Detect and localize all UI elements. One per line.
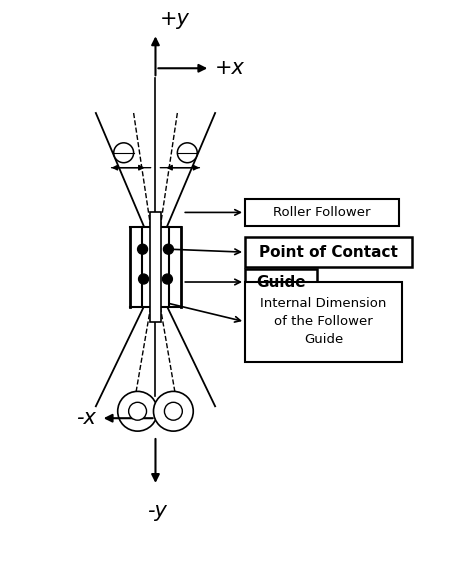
Circle shape	[138, 274, 148, 284]
Bar	[245, 269, 317, 295]
Bar	[149, 213, 162, 322]
Circle shape	[164, 244, 173, 254]
Circle shape	[164, 403, 182, 420]
Circle shape	[163, 274, 173, 284]
Bar	[245, 282, 402, 362]
Circle shape	[154, 391, 193, 431]
Text: Internal Dimension
of the Follower
Guide: Internal Dimension of the Follower Guide	[260, 297, 387, 346]
Bar	[245, 198, 399, 226]
Text: Roller Follower: Roller Follower	[273, 206, 371, 219]
Text: Point of Contact: Point of Contact	[259, 245, 398, 260]
Text: +x: +x	[215, 58, 245, 78]
Circle shape	[118, 391, 157, 431]
Circle shape	[137, 244, 147, 254]
Bar	[245, 237, 412, 267]
Text: -x: -x	[76, 408, 96, 428]
Text: +y: +y	[159, 9, 189, 28]
Bar	[142, 227, 169, 307]
Circle shape	[114, 143, 134, 163]
Circle shape	[128, 403, 146, 420]
Text: -y: -y	[147, 501, 167, 521]
Circle shape	[177, 143, 197, 163]
Text: Guide: Guide	[256, 274, 306, 290]
